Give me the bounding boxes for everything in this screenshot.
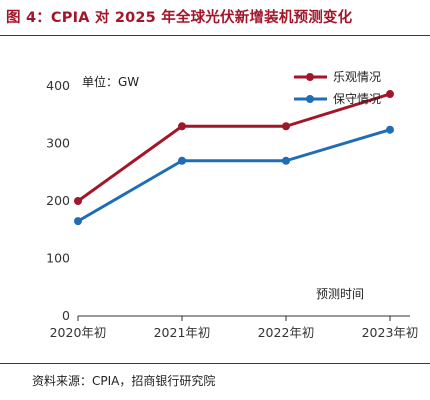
y-tick-label: 400 <box>46 78 70 93</box>
chart-annotation: 预测时间 <box>316 287 364 301</box>
x-tick-label: 2020年初 <box>50 325 107 340</box>
series-line <box>77 128 391 223</box>
series-line <box>77 92 391 203</box>
data-point <box>178 122 186 131</box>
chart-axes: 0 100 200 300 400 2020年初 2021年初 2022年初 2023年初 <box>46 78 418 340</box>
top-rule <box>0 35 430 36</box>
legend-marker <box>306 73 314 81</box>
y-tick-label: 200 <box>46 193 70 208</box>
data-point <box>282 122 290 131</box>
x-tick-label: 2023年初 <box>362 325 419 340</box>
y-tick-label: 0 <box>62 308 70 323</box>
source-note: 资料来源：CPIA，招商银行研究院 <box>32 374 216 388</box>
y-tick-label: 300 <box>46 136 70 151</box>
x-tick-label: 2022年初 <box>258 325 315 340</box>
data-point <box>386 90 394 99</box>
x-tick-label: 2021年初 <box>154 325 211 340</box>
y-tick-label: 100 <box>46 251 70 266</box>
bottom-rule <box>0 363 430 364</box>
data-point <box>282 156 290 165</box>
legend-label: 乐观情况 <box>333 70 381 84</box>
chart-series <box>74 90 394 226</box>
legend-marker <box>306 95 314 103</box>
unit-label: 单位：GW <box>82 74 139 89</box>
line-chart: 0 100 200 300 400 2020年初 2021年初 2022年初 2023年初 乐观… <box>46 70 418 340</box>
figure-title: 图 4：CPIA 对 2025 年全球光伏新增装机预测变化 <box>6 10 353 26</box>
data-point <box>74 217 82 226</box>
data-point <box>386 125 394 134</box>
data-point <box>178 156 186 165</box>
legend-label: 保守情况 <box>333 92 381 106</box>
data-point <box>74 197 82 205</box>
